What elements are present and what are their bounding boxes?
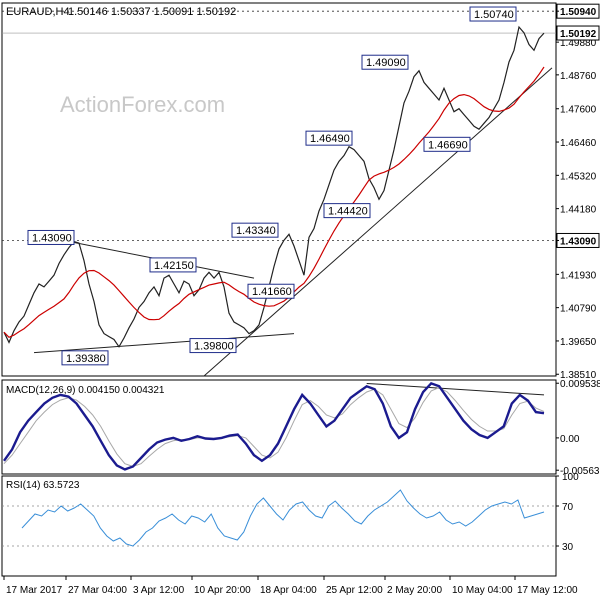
price-tick-label: 1.43090 <box>560 236 597 247</box>
price-label: 1.44420 <box>328 206 368 218</box>
price-tick-label: 1.38510 <box>560 370 597 381</box>
price-label: 1.46490 <box>310 133 350 145</box>
price-label-box <box>61 350 109 366</box>
macd-resistance-line <box>366 382 545 396</box>
price-annotations: 1.43090 1.42150 1.39380 1.43340 1.41660 1.398… <box>27 6 517 366</box>
time-tick-label: 17 Mar 2017 <box>6 585 63 596</box>
price-label-box <box>361 54 409 70</box>
moving-average-series <box>3 66 545 339</box>
price-label-box <box>231 222 279 238</box>
price-tick-label: 1.45320 <box>560 171 597 182</box>
price-label: 1.50740 <box>474 9 514 21</box>
macd-tick-label: 0.00 <box>560 434 580 445</box>
time-tick-label: 17 May 12:00 <box>517 585 578 596</box>
price-label-box <box>305 130 353 146</box>
rsi-series <box>21 489 545 547</box>
price-label: 1.43090 <box>32 232 72 244</box>
price-series <box>3 25 545 348</box>
price-tick-label: 1.49880 <box>560 38 597 49</box>
current-price-label: 1.50192 <box>560 29 597 40</box>
rsi-tick-label: 30 <box>562 542 574 553</box>
price-tick-label: 1.40790 <box>560 304 597 315</box>
price-label-box <box>189 338 237 354</box>
price-level-lines <box>2 10 556 241</box>
price-label: 1.39380 <box>66 353 106 365</box>
price-tick-label: 1.50940 <box>560 7 597 18</box>
price-tick-label: 1.44180 <box>560 205 597 216</box>
price-label: 1.49090 <box>366 57 406 69</box>
rsi-tick-label: 70 <box>562 502 574 513</box>
price-label-box <box>247 283 295 299</box>
watermark: ActionForex.com <box>60 92 225 117</box>
price-label-box <box>27 229 75 245</box>
time-tick-label: 27 Mar 04:00 <box>68 585 127 596</box>
price-label: 1.41660 <box>252 286 292 298</box>
rsi-title: RSI(14) 63.5723 <box>6 480 80 491</box>
price-label: 1.46690 <box>428 139 468 151</box>
price-label: 1.42150 <box>154 260 194 272</box>
time-tick-label: 25 Apr 12:00 <box>326 585 383 596</box>
price-label-box <box>469 6 517 22</box>
current-price-box <box>556 25 600 41</box>
price-header-ohlc: 1.50146 1.50337 1.50091 1.50192 <box>68 6 236 18</box>
time-tick-label: 18 Apr 04:00 <box>260 585 317 596</box>
price-axis: 1.50940 1.49880 1.48760 1.47600 1.46460 1.453… <box>556 3 600 381</box>
price-label: 1.43340 <box>236 225 276 237</box>
time-axis: 17 Mar 2017 27 Mar 04:00 3 Apr 12:00 10 Apr… <box>3 576 578 596</box>
price-label-box <box>323 203 371 219</box>
price-tick-label: 1.48760 <box>560 71 597 82</box>
rising-trendline <box>203 67 553 377</box>
rsi-panel-frame <box>1 475 557 577</box>
price-tick-label: 1.41930 <box>560 270 597 281</box>
time-tick-label: 10 Apr 20:00 <box>194 585 251 596</box>
price-panel-frame <box>1 2 557 377</box>
macd-series <box>3 382 545 471</box>
time-tick-label: 10 May 04:00 <box>452 585 513 596</box>
price-label-box <box>423 136 471 152</box>
price-label-box <box>149 257 197 273</box>
macd-tick-label: 0.009538 <box>560 379 600 390</box>
price-label: 1.39800 <box>194 341 234 353</box>
price-tick-label: 1.46460 <box>560 138 597 149</box>
price-tick-label: 1.39650 <box>560 337 597 348</box>
macd-tick-label: -0.005637 <box>560 466 600 477</box>
lower-trendline <box>33 333 295 354</box>
rsi-grid <box>2 505 556 547</box>
time-tick-label: 3 Apr 12:00 <box>133 585 185 596</box>
time-tick-label: 2 May 20:00 <box>387 585 442 596</box>
macd-panel-frame <box>1 379 557 475</box>
rsi-tick-label: 100 <box>562 472 579 483</box>
macd-axis: 0.009538 0.00 -0.005637 <box>556 379 600 477</box>
rsi-axis: 100 70 30 <box>556 472 579 553</box>
macd-title: MACD(12,26,9) 0.004150 0.004321 <box>6 385 165 396</box>
price-tick-label: 1.47600 <box>560 105 597 116</box>
price-header-symbol: EURAUD,H4 <box>6 6 70 18</box>
macd-signal-series <box>3 386 545 468</box>
